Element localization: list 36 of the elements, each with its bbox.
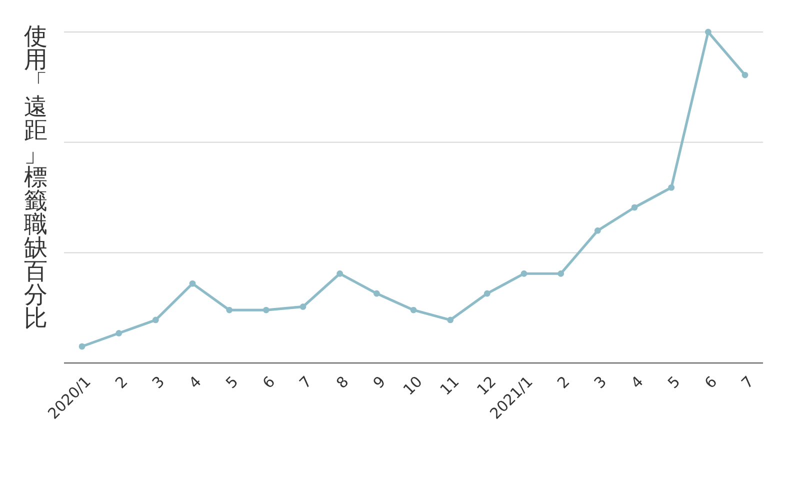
point: [594, 227, 601, 234]
point: [704, 28, 712, 36]
point: [520, 270, 528, 277]
point: [742, 72, 748, 78]
point: [558, 270, 564, 277]
x-tick-label: 8: [332, 372, 352, 392]
point: [631, 204, 638, 211]
point: [668, 184, 675, 191]
x-tick-label: 7: [738, 372, 758, 392]
point: [336, 270, 344, 277]
x-tick-label: 4: [627, 372, 647, 392]
x-tick-label: 2: [112, 372, 132, 392]
x-tick-label: 6: [701, 372, 721, 392]
point: [484, 290, 490, 297]
point: [116, 330, 122, 336]
x-tick-label: 3: [590, 372, 610, 392]
x-tick-label: 5: [222, 372, 242, 392]
point: [152, 316, 159, 324]
x-tick-label: 2: [554, 372, 574, 392]
point: [410, 306, 417, 314]
point: [300, 304, 306, 310]
x-tick-label: 4: [185, 372, 205, 392]
x-tick-label: 11: [436, 372, 463, 399]
text: 使用「遠距」標籤職缺百分比: [24, 22, 48, 332]
point: [262, 306, 270, 314]
point: [373, 290, 380, 297]
x-tick-label: 10: [400, 372, 426, 399]
x-tick-label: 7: [296, 372, 316, 392]
point: [189, 280, 196, 287]
x-tick-label: 3: [148, 372, 168, 392]
x-tick-label: 6: [259, 372, 279, 392]
point: [78, 343, 86, 350]
point: [447, 316, 454, 324]
x-tick-label: 9: [370, 372, 390, 392]
point: [226, 306, 233, 314]
x-tick-label: 5: [664, 372, 684, 392]
